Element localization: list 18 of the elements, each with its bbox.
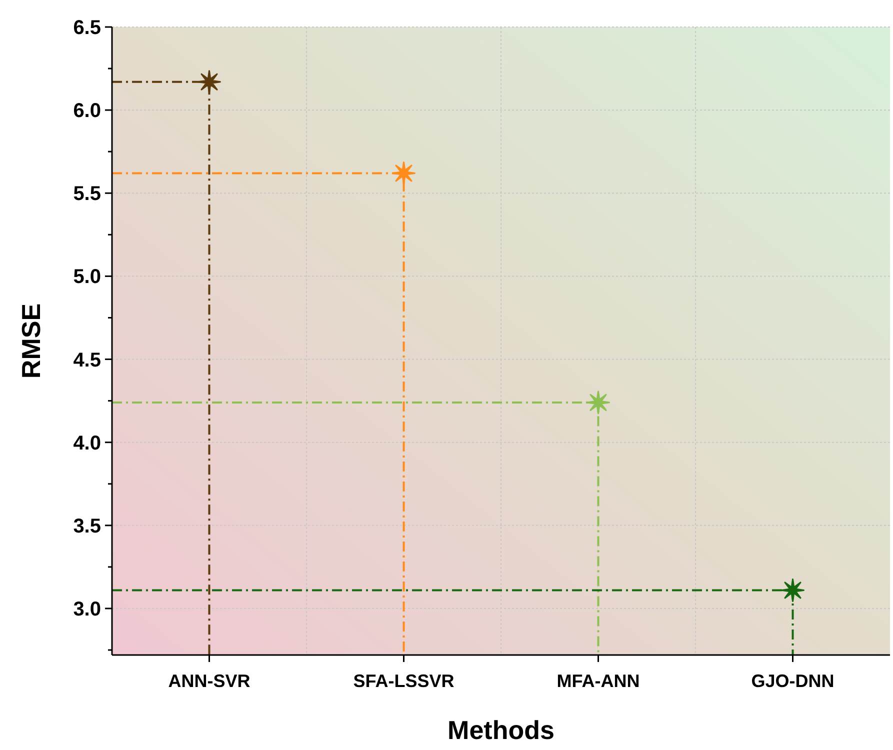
y-tick-label: 4.0 xyxy=(73,432,101,454)
y-tick-label: 6.0 xyxy=(73,100,101,122)
y-tick-label: 4.5 xyxy=(73,349,101,372)
point xyxy=(198,70,221,94)
x-axis-title: Methods xyxy=(448,715,554,745)
point xyxy=(392,161,416,185)
y-tick-label: 3.0 xyxy=(73,598,101,620)
point xyxy=(781,578,804,602)
y-tick-label: 3.5 xyxy=(73,515,101,538)
y-tick-label: 6.5 xyxy=(73,17,101,39)
x-tick-label: SFA-LSSVR xyxy=(353,671,454,691)
x-tick-label: ANN-SVR xyxy=(168,671,250,691)
y-tick-label: 5.5 xyxy=(73,183,101,206)
point xyxy=(586,390,610,414)
y-axis-title: RMSE xyxy=(16,303,46,379)
y-tick-label: 5.0 xyxy=(73,266,101,288)
x-tick-label: MFA-ANN xyxy=(556,671,640,691)
x-tick-label: GJO-DNN xyxy=(751,671,834,691)
